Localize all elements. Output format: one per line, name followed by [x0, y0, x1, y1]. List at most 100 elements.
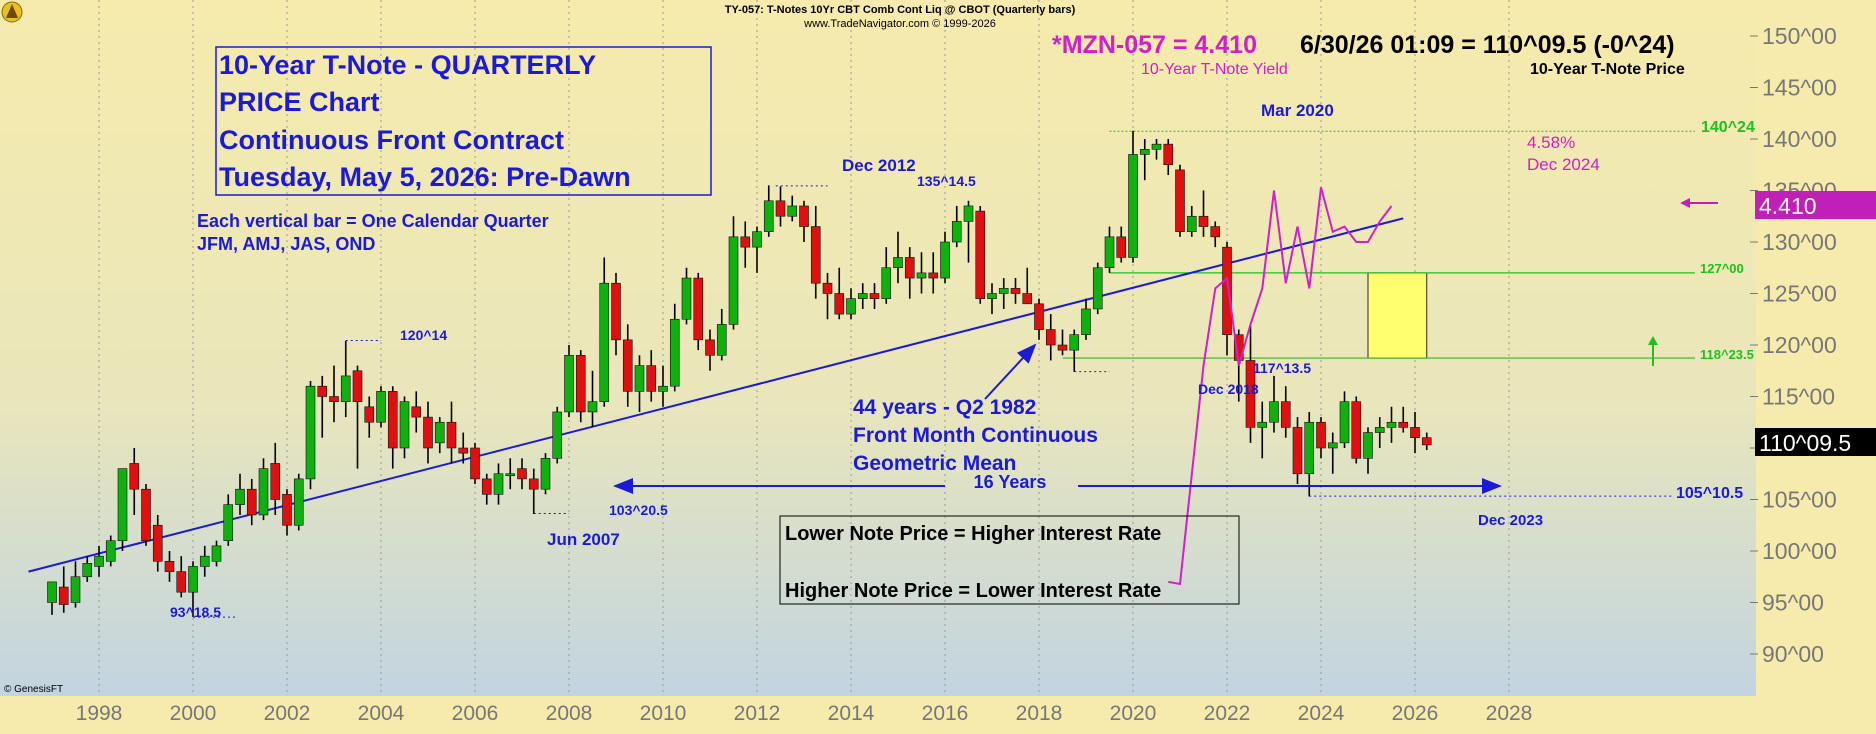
candle-down: [329, 396, 339, 402]
yield-tag: [1755, 191, 1876, 219]
x-axis-band: [0, 696, 1876, 729]
candle-down: [517, 468, 527, 480]
candle-down: [246, 488, 257, 516]
x-tick-label: 2014: [828, 702, 875, 725]
candle-up: [857, 293, 868, 299]
logo-text: © GenesisFT: [4, 684, 63, 695]
y-tick-label: 100^00: [1762, 538, 1837, 564]
candle-up: [211, 545, 222, 562]
candle-down: [317, 385, 328, 397]
candle-down: [740, 236, 751, 248]
candle-down: [1398, 421, 1409, 428]
candle-up: [1092, 267, 1103, 310]
trend-note-2: Front Month Continuous: [853, 424, 1098, 447]
candle-up: [587, 401, 598, 413]
candle-up: [399, 401, 410, 449]
candle-up: [1304, 421, 1315, 475]
candle-down: [1022, 293, 1033, 305]
candle-down: [904, 257, 915, 279]
candle-up: [763, 200, 774, 233]
candle-up: [552, 411, 563, 459]
ann-dec2023: Dec 2023: [1478, 512, 1543, 529]
candle-up: [987, 293, 997, 299]
y-tick-label: 115^00: [1762, 384, 1835, 410]
rate-line-1: Lower Note Price = Higher Interest Rate: [785, 523, 1161, 545]
candle-down: [481, 478, 492, 495]
candle-up: [1104, 236, 1115, 269]
candle-up: [940, 241, 950, 279]
bar-note-1: Each vertical bar = One Calendar Quarter: [197, 211, 549, 231]
candle-up: [1186, 215, 1197, 232]
candle-up: [1327, 442, 1338, 449]
candle-up: [434, 421, 445, 444]
candle-down: [58, 586, 69, 605]
candle-up: [752, 231, 762, 248]
candle-down: [575, 354, 586, 413]
candle-up: [716, 324, 727, 356]
candle-down: [799, 205, 809, 227]
yield-pointer-arrowhead: [1680, 198, 1690, 208]
candle-down: [1163, 143, 1174, 166]
y-tick-label: 130^00: [1762, 229, 1837, 255]
candle-down: [1222, 246, 1232, 335]
candle-up: [787, 205, 798, 217]
candle-up: [669, 318, 680, 387]
span-label: 16 Years: [974, 472, 1047, 492]
candle-down: [1316, 421, 1326, 449]
y-tick-label: 140^00: [1762, 126, 1837, 152]
geometric-mean-trendline: [28, 217, 1404, 573]
candle-up: [305, 385, 316, 480]
x-tick-label: 2010: [640, 702, 687, 725]
x-tick-label: 2008: [546, 702, 593, 725]
y-axis-band: [1756, 0, 1876, 729]
ann-mar2020: Mar 2020: [1261, 101, 1334, 120]
candle-down: [152, 524, 163, 562]
rate-line-2: Higher Note Price = Lower Interest Rate: [785, 580, 1161, 602]
candle-down: [1245, 360, 1256, 428]
ann-105: 105^10.5: [1676, 485, 1743, 502]
target-zone: [1367, 272, 1428, 359]
candle-down: [611, 282, 621, 341]
x-tick-label: 2002: [264, 702, 311, 725]
candle-down: [1175, 169, 1185, 232]
candle-down: [869, 293, 880, 299]
candle-down: [1210, 226, 1221, 238]
candle-down: [1010, 288, 1021, 294]
x-tick-label: 2006: [452, 702, 499, 725]
candle-down: [352, 370, 363, 402]
candle-down: [1421, 437, 1432, 446]
candle-down: [411, 406, 422, 418]
candle-up: [82, 563, 93, 578]
x-tick-label: 2020: [1110, 702, 1157, 725]
price-tag: [1755, 428, 1876, 456]
candle-down: [1198, 215, 1209, 227]
y-tick-label: 90^00: [1762, 641, 1824, 667]
candle-down: [975, 210, 986, 299]
candle-down: [129, 463, 140, 490]
candle-up: [293, 478, 304, 526]
ann-127: 127^00: [1700, 261, 1744, 276]
x-tick-label: 2000: [170, 702, 217, 725]
x-tick-label: 2024: [1298, 702, 1345, 725]
ann-135: 135^14.5: [917, 173, 976, 189]
candle-up: [963, 205, 974, 222]
x-tick-label: 2018: [1016, 702, 1063, 725]
price-caption: 10-Year T-Note Price: [1530, 61, 1685, 78]
candle-up: [728, 236, 739, 325]
candle-up: [1269, 401, 1279, 423]
candle-down: [164, 560, 175, 572]
candle-up: [235, 488, 245, 505]
candle-up: [70, 576, 81, 603]
candle-up: [681, 277, 692, 320]
candle-down: [810, 226, 821, 284]
candle-up: [105, 540, 116, 562]
candle-up: [998, 288, 1009, 294]
candle-up: [564, 354, 574, 413]
candle-down: [622, 339, 633, 392]
y-tick-label: 120^00: [1762, 332, 1837, 358]
candle-down: [928, 272, 939, 279]
candle-up: [340, 375, 351, 402]
header-title: TY-057: T-Notes 10Yr CBT Comb Cont Liq @…: [725, 4, 1076, 16]
candle-down: [470, 447, 480, 480]
candle-down: [528, 478, 539, 490]
